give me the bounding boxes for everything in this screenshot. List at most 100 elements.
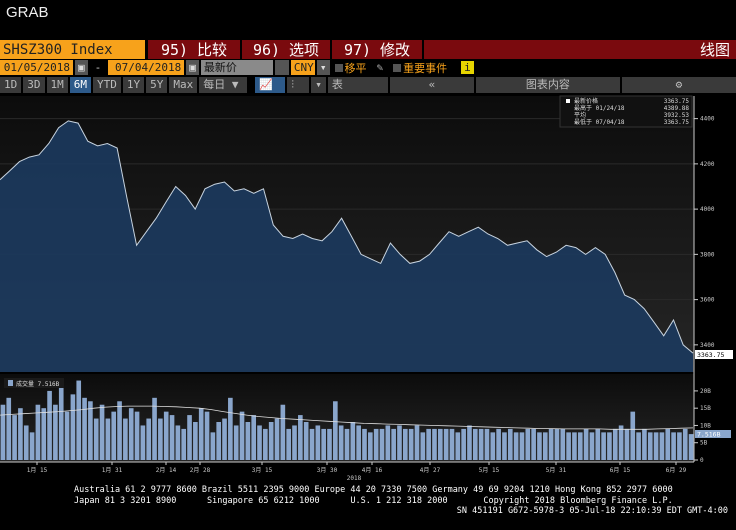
volume-average-line [0,405,694,430]
legend-value: 3363.75 [664,119,690,126]
key-events-checkbox[interactable] [393,63,402,72]
chart-contents-button[interactable]: 图表内容 [475,76,620,93]
frequency-select[interactable]: 每日 ▼ [199,76,248,93]
legend-value: 3932.53 [664,112,690,119]
price-area [0,120,693,373]
volume-legend: 成交量 7.516B [4,378,64,388]
volume-bar [601,432,606,460]
volume-bar [140,425,146,460]
field-dropdown[interactable] [274,60,289,75]
toolbar-main: SHSZ300 Index 95) 比较 96) 选项 97) 修改 线图 [0,40,736,59]
field-select[interactable]: 最新价 [200,60,273,75]
volume-bar [193,422,198,460]
period-3d[interactable]: 3D [23,76,45,93]
end-date-input[interactable]: 07/04/2018 [108,60,185,75]
volume-bar [379,428,385,460]
candlestick-icon[interactable]: ⫶ [287,76,310,93]
volume-bar [525,428,531,460]
volume-bar [35,404,41,460]
volume-bar [478,428,484,460]
toolbar-dates: 01/05/2018 ▣ - 07/04/2018 ▣ 最新价 CNY ▾ 移平… [0,59,736,76]
volume-bar [420,432,426,460]
volume-bar [443,428,449,460]
table-button[interactable]: 表 [327,76,388,93]
calendar-icon[interactable]: ▣ [75,60,88,75]
volume-bar [198,408,204,460]
volume-bar [18,408,23,460]
x-tick-label: 2月 14 [156,467,177,474]
price-volume-chart: 3400 3600 3800 4000 4200 4400 0 5B 10B 15B 20B 1月 1… [0,95,733,482]
volume-bar [356,425,361,460]
volume-bar [688,434,694,460]
volume-tick-label: 15B [700,405,711,412]
calendar-icon[interactable]: ▣ [186,60,199,75]
x-tick-label: 2月 28 [190,467,211,474]
chevron-down-icon[interactable]: ▾ [311,76,326,93]
volume-bar [682,428,688,460]
volume-bar [257,425,262,460]
volume-bar [245,422,251,460]
x-tick-label: 3月 30 [317,467,338,474]
volume-bar [158,418,163,460]
period-1d[interactable]: 1D [0,76,22,93]
volume-bar [350,422,356,460]
volume-bar [88,401,93,460]
volume-bar [577,432,583,460]
volume-bar [303,422,309,460]
volume-bar [123,418,128,460]
modify-button[interactable]: 97) 修改 [332,40,422,59]
info-icon[interactable]: i [461,61,474,74]
settings-gear-icon[interactable]: ⚙ [621,76,736,93]
period-1m[interactable]: 1M [46,76,68,93]
volume-bar [251,415,257,460]
legend-label: 最低于 07/04/18 [574,118,625,126]
line-chart-icon[interactable]: 📈 [255,76,286,93]
chevron-down-icon[interactable]: ▾ [316,60,330,75]
period-1y[interactable]: 1Y [122,76,145,93]
volume-bar [542,432,548,460]
currency-select[interactable]: CNY [290,60,315,75]
volume-bar [64,411,70,460]
volume-bar [490,432,496,460]
ticker-field[interactable]: SHSZ300 Index [0,40,145,59]
compare-button[interactable]: 95) 比较 [148,40,240,59]
volume-bar [630,411,636,460]
volume-bar [583,428,589,460]
legend-value: 3363.75 [664,98,690,105]
volume-bar [531,428,536,460]
volume-bar [496,428,501,460]
volume-bar [548,428,554,460]
date-separator: - [94,61,102,74]
x-tick-label: 6月 29 [666,467,687,474]
volume-bar [6,397,12,460]
volume-bar [41,408,47,460]
volume-bar [414,425,420,460]
footer-contacts-2: Japan 81 3 3201 8900 Singapore 65 6212 1… [74,495,673,506]
volume-bar [385,425,391,460]
x-tick-label: 1月 15 [27,467,48,474]
x-tick-label: 4月 27 [420,467,441,474]
period-5y[interactable]: 5Y [146,76,168,93]
volume-bar [105,418,111,460]
volume-bar [23,425,29,460]
volume-bar [169,415,175,460]
volume-bar [403,428,408,460]
period-ytd[interactable]: YTD [93,76,121,93]
start-date-input[interactable]: 01/05/2018 [0,60,73,75]
legend-value: 4389.88 [664,105,690,112]
price-tick-label: 4000 [700,206,715,213]
moving-avg-checkbox[interactable] [334,63,343,72]
volume-bar [624,428,630,460]
footer-session: SN 451191 G672-5978-3 05-Jul-18 22:10:39… [456,506,728,516]
collapse-button[interactable]: « [389,76,474,93]
pencil-icon[interactable]: ✎ [376,61,384,74]
volume-bar [484,428,490,460]
volume-bar [76,380,82,460]
volume-bar [187,415,192,460]
x-tick-label: 5月 15 [479,467,500,474]
volume-bar [204,411,210,460]
period-6m[interactable]: 6M [69,76,91,93]
options-button[interactable]: 96) 选项 [242,40,330,59]
period-max[interactable]: Max [169,76,198,93]
toolbar-periods: 1D 3D 1M 6M YTD 1Y 5Y Max 每日 ▼ 📈 ⫶ ▾ 表 «… [0,76,736,93]
